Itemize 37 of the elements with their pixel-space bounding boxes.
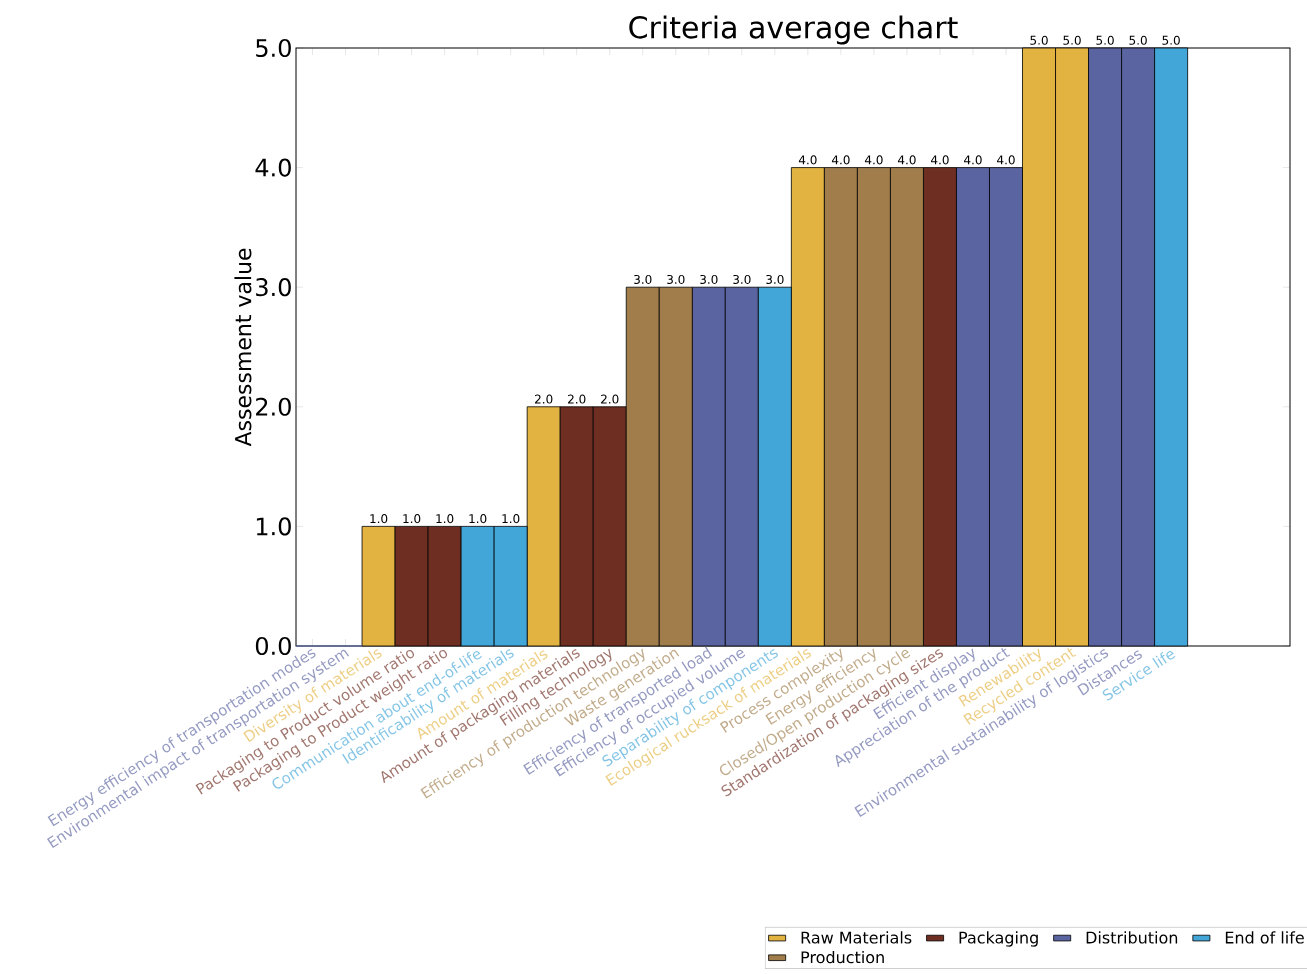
data-label: 3.0 bbox=[667, 274, 685, 284]
y-axis-title: Assessment value bbox=[234, 248, 252, 447]
legend-label: Production bbox=[801, 950, 884, 964]
data-label: 2.0 bbox=[568, 394, 586, 404]
data-label: 5.0 bbox=[1063, 35, 1081, 45]
data-label: 5.0 bbox=[1096, 35, 1114, 45]
data-label: 4.0 bbox=[831, 155, 850, 165]
data-label: 4.0 bbox=[798, 155, 817, 165]
legend-label: Packaging bbox=[959, 931, 1038, 947]
data-label: 3.0 bbox=[634, 274, 652, 284]
data-label: 1.0 bbox=[469, 514, 487, 524]
legend-label: End of life bbox=[1225, 931, 1304, 944]
data-label: 3.0 bbox=[700, 274, 718, 284]
data-label: 3.0 bbox=[733, 274, 751, 284]
data-label: 5.0 bbox=[1162, 35, 1180, 45]
data-label: 4.0 bbox=[997, 155, 1015, 165]
chart-title: Criteria average chart bbox=[629, 15, 958, 45]
data-label: 4.0 bbox=[897, 155, 916, 165]
data-label: 4.0 bbox=[864, 155, 883, 165]
data-label: 4.0 bbox=[964, 155, 982, 165]
data-label: 1.0 bbox=[370, 514, 388, 524]
data-label: 3.0 bbox=[766, 274, 784, 284]
data-label: 1.0 bbox=[436, 514, 454, 524]
data-label: 2.0 bbox=[601, 394, 619, 404]
data-label: 2.0 bbox=[535, 394, 553, 404]
y-tick-label: 2.0 bbox=[256, 397, 291, 416]
y-tick-label: 1.0 bbox=[256, 517, 291, 536]
data-label: 5.0 bbox=[1129, 35, 1147, 45]
data-label: 1.0 bbox=[403, 514, 421, 524]
legend-label: Distribution bbox=[1086, 931, 1178, 944]
y-tick-label: 4.0 bbox=[255, 158, 291, 177]
y-tick-label: 3.0 bbox=[256, 278, 291, 297]
data-label: 5.0 bbox=[1030, 35, 1048, 45]
data-label: 4.0 bbox=[930, 155, 949, 165]
data-label: 1.0 bbox=[502, 514, 520, 524]
legend-label: Raw Materials bbox=[801, 931, 912, 944]
y-tick-label: 5.0 bbox=[256, 38, 291, 58]
